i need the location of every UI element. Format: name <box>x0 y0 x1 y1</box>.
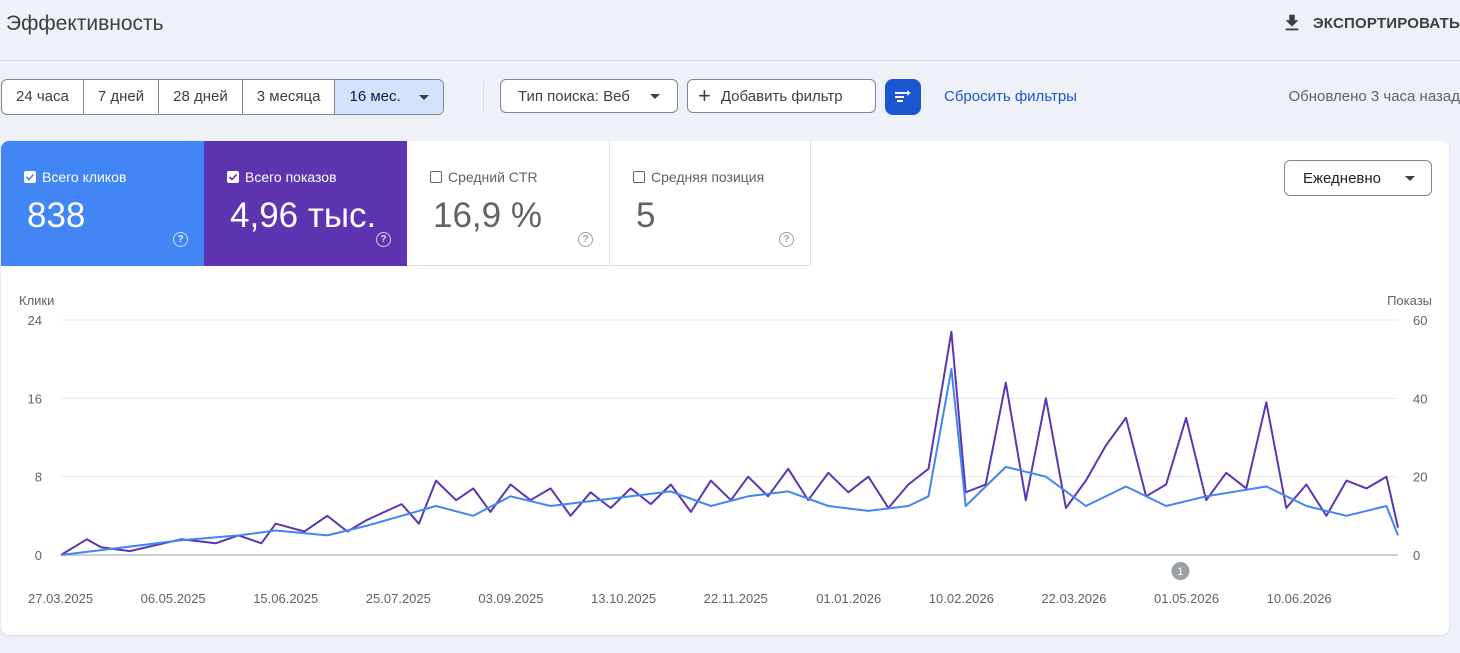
metric-label: Всего показов <box>245 169 337 185</box>
metric-label-row: Средняя позиция <box>633 169 764 185</box>
x-tick-label: 01.01.2026 <box>816 591 881 606</box>
plus-icon: + <box>698 83 711 108</box>
clicks-series-line <box>60 368 1399 556</box>
export-label: ЭКСПОРТИРОВАТЬ <box>1312 14 1460 32</box>
x-tick-label: 25.07.2025 <box>366 591 431 606</box>
metric-label-row: Средний CTR <box>430 169 538 185</box>
range-28d[interactable]: 28 дней <box>159 80 243 114</box>
metric-label: Средняя позиция <box>651 169 765 185</box>
date-range-selector: 24 часа 7 дней 28 дней 3 месяца 16 мес. <box>1 79 444 115</box>
reset-filters-link[interactable]: Сбросить фильтры <box>944 88 1077 105</box>
left-tick-label: 8 <box>35 470 42 485</box>
checkbox-unchecked-icon[interactable] <box>430 171 442 183</box>
left-tick-label: 0 <box>35 548 42 563</box>
checkbox-checked-icon[interactable] <box>227 171 239 183</box>
x-tick-label: 10.06.2026 <box>1267 591 1332 606</box>
right-tick-label: 60 <box>1413 313 1427 328</box>
x-tick-label: 13.10.2025 <box>591 591 656 606</box>
performance-chart: Клики Показы 0 8 16 24 0 20 40 60 27.03.2025 06.0… <box>19 293 1432 606</box>
range-7d[interactable]: 7 дней <box>84 80 160 114</box>
x-tick-label: 27.03.2025 <box>28 591 93 606</box>
x-tick-label: 22.03.2026 <box>1041 591 1106 606</box>
metric-label: Средний CTR <box>448 169 538 185</box>
metric-value: 5 <box>636 196 656 235</box>
metric-value: 16,9 % <box>433 196 542 235</box>
search-type-filter[interactable]: Тип поиска: Веб <box>500 79 678 113</box>
metric-label-row: Всего кликов <box>24 169 126 185</box>
right-tick-label: 20 <box>1413 470 1427 485</box>
header-divider <box>0 60 1460 61</box>
performance-card: Всего кликов 838 ? Всего показов 4,96 ты… <box>1 141 1449 635</box>
export-button[interactable]: ЭКСПОРТИРОВАТЬ <box>1281 12 1460 34</box>
metric-label: Всего кликов <box>42 169 127 185</box>
help-icon[interactable]: ? <box>376 232 391 247</box>
search-type-label: Тип поиска: Веб <box>518 87 630 105</box>
checkbox-checked-icon[interactable] <box>24 171 36 183</box>
chevron-down-icon <box>650 93 660 99</box>
filter-settings-button[interactable] <box>885 79 921 115</box>
metric-value: 4,96 тыс. <box>230 196 377 235</box>
page-title: Эффективность <box>6 12 164 35</box>
x-tick-label: 15.06.2025 <box>253 591 318 606</box>
metric-average-position[interactable]: Средняя позиция 5 ? <box>610 141 811 266</box>
toolbar-divider <box>483 81 484 113</box>
range-16m[interactable]: 16 мес. <box>335 80 443 114</box>
x-tick-label: 03.09.2025 <box>478 591 543 606</box>
x-tick-label: 06.05.2025 <box>141 591 206 606</box>
chevron-down-icon <box>1405 175 1415 181</box>
metric-label-row: Всего показов <box>227 169 337 185</box>
x-tick-label: 22.11.2025 <box>704 591 768 606</box>
filter-sparkle-icon <box>895 90 911 102</box>
right-tick-label: 40 <box>1413 391 1427 406</box>
download-icon <box>1285 14 1299 31</box>
annotation-marker <box>1171 562 1190 580</box>
chevron-down-icon <box>418 94 429 100</box>
range-3m[interactable]: 3 месяца <box>243 80 336 114</box>
right-tick-label: 0 <box>1413 548 1420 563</box>
add-filter-button[interactable]: + Добавить фильтр <box>687 79 876 113</box>
metric-value: 838 <box>27 196 86 235</box>
add-filter-label: Добавить фильтр <box>720 87 843 105</box>
range-24h[interactable]: 24 часа <box>2 80 84 114</box>
x-tick-label: 10.02.2026 <box>929 591 994 606</box>
x-tick-label: 01.05.2026 <box>1154 591 1219 606</box>
last-updated: Обновлено 3 часа назад <box>1288 88 1460 105</box>
right-axis-title: Показы <box>1387 293 1432 308</box>
granularity-label: Ежедневно <box>1303 169 1382 187</box>
help-icon[interactable]: ? <box>578 232 593 247</box>
metric-total-clicks[interactable]: Всего кликов 838 ? <box>1 141 204 266</box>
help-icon[interactable]: ? <box>779 232 794 247</box>
left-tick-label: 16 <box>28 391 42 406</box>
help-icon[interactable]: ? <box>173 232 188 247</box>
metric-average-ctr[interactable]: Средний CTR 16,9 % ? <box>407 141 610 266</box>
granularity-dropdown[interactable]: Ежедневно <box>1284 160 1432 196</box>
annotation-label: 1 <box>1177 566 1183 578</box>
metric-total-impressions[interactable]: Всего показов 4,96 тыс. ? <box>204 141 407 266</box>
left-tick-label: 24 <box>28 313 42 328</box>
range-16m-label: 16 мес. <box>349 88 401 105</box>
left-axis-title: Клики <box>19 293 54 308</box>
impressions-series-line <box>60 330 1399 556</box>
checkbox-unchecked-icon[interactable] <box>633 171 645 183</box>
